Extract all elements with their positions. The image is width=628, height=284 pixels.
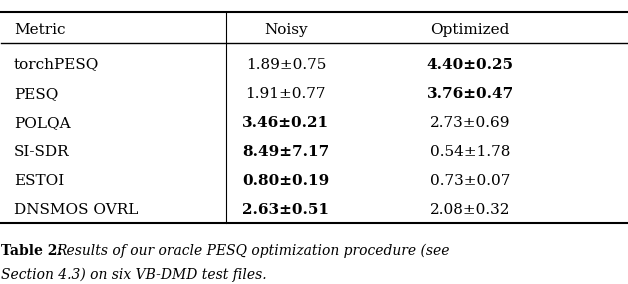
Text: Optimized: Optimized <box>431 23 510 37</box>
Text: Section 4.3) on six VB-DMD test files.: Section 4.3) on six VB-DMD test files. <box>1 268 267 282</box>
Text: 4.40±0.25: 4.40±0.25 <box>427 58 514 72</box>
Text: 2.73±0.69: 2.73±0.69 <box>430 116 511 130</box>
Text: 2.08±0.32: 2.08±0.32 <box>430 203 511 217</box>
Text: 8.49±7.17: 8.49±7.17 <box>242 145 330 159</box>
Text: SI-SDR: SI-SDR <box>14 145 70 159</box>
Text: POLQA: POLQA <box>14 116 70 130</box>
Text: 2.63±0.51: 2.63±0.51 <box>242 203 329 217</box>
Text: 1.89±0.75: 1.89±0.75 <box>246 58 326 72</box>
Text: Metric: Metric <box>14 23 65 37</box>
Text: Results of our oracle PESQ optimization procedure (see: Results of our oracle PESQ optimization … <box>57 243 450 258</box>
Text: PESQ: PESQ <box>14 87 58 101</box>
Text: 0.80±0.19: 0.80±0.19 <box>242 174 330 188</box>
Text: Noisy: Noisy <box>264 23 308 37</box>
Text: ESTOI: ESTOI <box>14 174 64 188</box>
Text: Table 2:: Table 2: <box>1 243 63 258</box>
Text: DNSMOS OVRL: DNSMOS OVRL <box>14 203 138 217</box>
Text: 1.91±0.77: 1.91±0.77 <box>246 87 326 101</box>
Text: 3.76±0.47: 3.76±0.47 <box>426 87 514 101</box>
Text: torchPESQ: torchPESQ <box>14 58 99 72</box>
Text: 0.54±1.78: 0.54±1.78 <box>430 145 511 159</box>
Text: 3.46±0.21: 3.46±0.21 <box>242 116 330 130</box>
Text: 0.73±0.07: 0.73±0.07 <box>430 174 511 188</box>
